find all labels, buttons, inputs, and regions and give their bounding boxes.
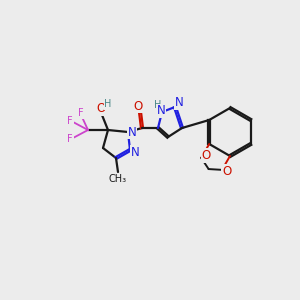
Text: O: O [202,149,211,162]
Text: N: N [157,104,165,118]
Text: F: F [67,116,73,126]
Text: O: O [134,100,142,112]
Text: O: O [96,103,106,116]
Text: N: N [130,146,140,158]
Text: H: H [104,99,112,109]
Text: F: F [78,108,84,118]
Text: N: N [128,125,136,139]
Text: H: H [154,100,162,110]
Text: CH₃: CH₃ [109,174,127,184]
Text: F: F [67,134,73,144]
Text: O: O [222,165,232,178]
Text: N: N [175,97,183,110]
